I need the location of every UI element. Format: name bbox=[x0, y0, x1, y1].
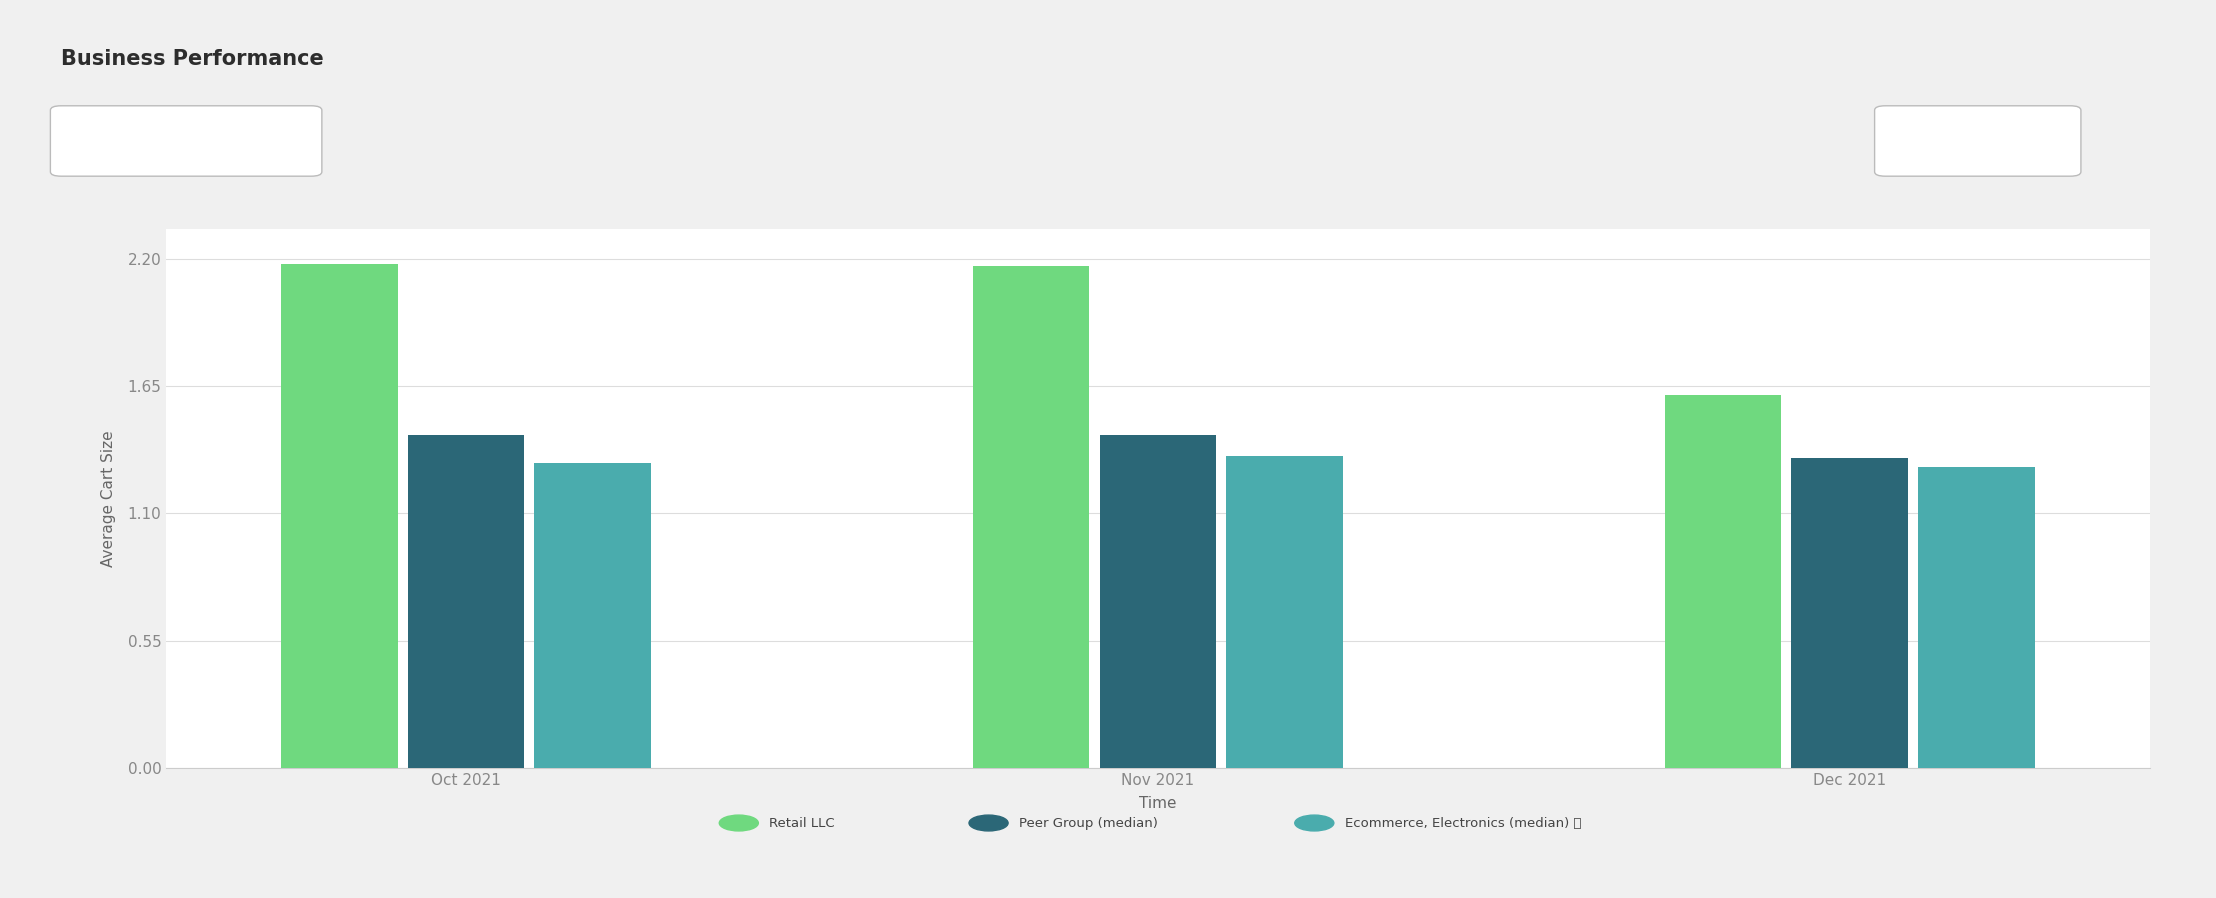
Text: ▾: ▾ bbox=[293, 136, 297, 146]
Bar bbox=[1791, 458, 1908, 768]
Bar bbox=[973, 266, 1090, 768]
Text: Ecommerce, Electronics (median) ⓘ: Ecommerce, Electronics (median) ⓘ bbox=[1345, 816, 1582, 830]
Bar bbox=[1919, 467, 2034, 768]
Text: Business Performance: Business Performance bbox=[62, 48, 324, 68]
Bar bbox=[534, 462, 652, 768]
Bar bbox=[1664, 395, 1782, 768]
Text: Retail LLC: Retail LLC bbox=[769, 816, 835, 830]
Circle shape bbox=[968, 815, 1008, 831]
Y-axis label: Average Cart Size: Average Cart Size bbox=[102, 430, 117, 567]
Bar bbox=[408, 435, 525, 768]
Bar bbox=[1099, 435, 1217, 768]
Bar bbox=[1225, 455, 1343, 768]
Text: Peer Group (median): Peer Group (median) bbox=[1019, 816, 1157, 830]
Text: Average Cart Size: Average Cart Size bbox=[80, 135, 199, 147]
FancyBboxPatch shape bbox=[51, 106, 321, 176]
Circle shape bbox=[720, 815, 758, 831]
Circle shape bbox=[1294, 815, 1334, 831]
Bar bbox=[281, 264, 397, 768]
Text: ▾: ▾ bbox=[2052, 136, 2056, 146]
Text: Monthly: Monthly bbox=[1906, 135, 1959, 147]
X-axis label: Time: Time bbox=[1139, 796, 1177, 811]
FancyBboxPatch shape bbox=[1875, 106, 2081, 176]
